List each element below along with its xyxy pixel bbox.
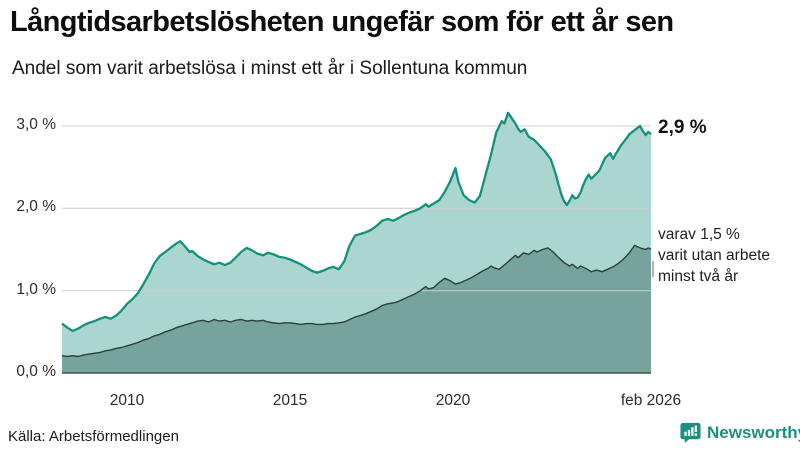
two-year-annotation-line3: minst två år <box>658 268 739 285</box>
y-axis-tick-1,0%: 1,0 % <box>16 281 56 298</box>
chart-subtitle: Andel som varit arbetslösa i minst ett å… <box>12 58 528 79</box>
line-unemployed-two-years <box>61 244 652 358</box>
x-axis-tick-2010: 2010 <box>109 392 145 409</box>
area-unemployed-two-years <box>62 245 651 373</box>
x-axis-tick-2020: 2020 <box>435 392 471 409</box>
two-year-annotation: varav 1,5 % varit utan arbete minst två … <box>658 224 770 287</box>
y-axis-tick-0,0%: 0,0 % <box>16 363 56 380</box>
newsworthy-logo-link[interactable]: Newsworthy <box>679 421 800 444</box>
annotation-bracket <box>652 261 654 277</box>
two-year-annotation-line1: varav 1,5 % <box>658 226 740 243</box>
newsworthy-icon <box>679 421 702 444</box>
x-axis-tick-2015: 2015 <box>272 392 308 409</box>
chart-title: Långtidsarbetslösheten ungefär som för e… <box>10 6 674 38</box>
two-year-annotation-line2: varit utan arbete <box>658 247 771 264</box>
y-axis-tick-3,0%: 3,0 % <box>16 116 56 133</box>
source-note: Källa: Arbetsförmedlingen <box>8 428 179 445</box>
line-unemployed-one-year <box>61 111 652 333</box>
latest-value-label: 2,9 % <box>658 117 707 138</box>
newsworthy-wordmark: Newsworthy <box>707 422 800 442</box>
y-axis-tick-2,0%: 2,0 % <box>16 198 56 215</box>
x-axis-tick-feb-2026: feb 2026 <box>620 392 682 409</box>
